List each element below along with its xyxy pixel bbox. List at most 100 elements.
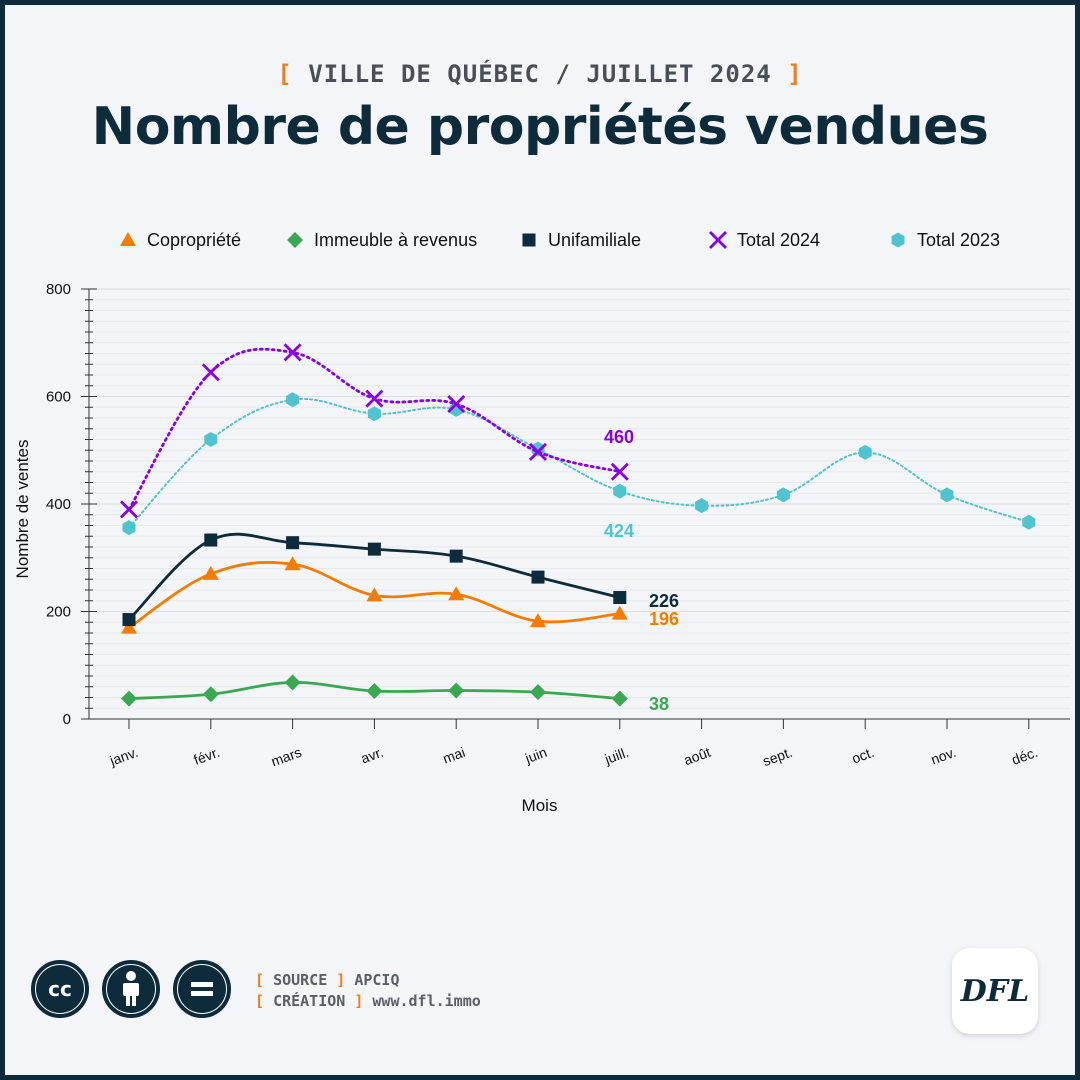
y-tick-label: 400 — [46, 496, 71, 513]
legend-item: Total 2024 — [709, 230, 820, 250]
end-data-label: 196 — [649, 609, 679, 629]
x-tick-label: oct. — [850, 744, 877, 767]
data-point — [776, 487, 790, 503]
data-point — [611, 605, 628, 620]
creation-value: www.dfl.immo — [372, 992, 481, 1010]
y-tick-label: 200 — [46, 604, 71, 621]
x-tick-label: mai — [441, 744, 468, 767]
end-data-label: 460 — [604, 427, 634, 447]
kicker: [ VILLE DE QUÉBEC / JUILLET 2024 ] — [277, 60, 803, 88]
data-point — [447, 395, 466, 414]
data-point — [284, 556, 301, 571]
data-point — [613, 591, 627, 605]
series-3 — [120, 343, 629, 519]
data-point — [286, 392, 300, 408]
legend-item: Unifamiliale — [522, 230, 641, 250]
data-point — [366, 683, 383, 700]
end-data-label: 38 — [649, 694, 669, 714]
series-0 — [121, 556, 628, 634]
x-tick-label: déc. — [1009, 744, 1039, 768]
legend-marker — [709, 231, 727, 249]
data-point — [120, 500, 138, 519]
x-axis-label: Mois — [522, 796, 558, 815]
x-tick-label: avr. — [359, 744, 386, 767]
source-line: [ SOURCE ] APCIQ — [255, 971, 400, 989]
data-point — [858, 444, 872, 460]
series-1 — [121, 674, 628, 707]
data-point — [529, 442, 547, 461]
end-data-label: 424 — [604, 521, 634, 541]
legend-label: Unifamiliale — [548, 230, 641, 250]
page-title: Nombre de propriétés vendues — [91, 97, 989, 157]
legend-item: Total 2023 — [891, 230, 1000, 250]
data-point — [201, 363, 220, 382]
data-point — [530, 684, 546, 701]
data-point — [367, 542, 381, 556]
data-point — [530, 613, 546, 628]
data-point — [202, 686, 219, 703]
y-tick-label: 600 — [46, 389, 71, 406]
line-chart: 0 200 400 600 800 janv. févr. mars avr. mai juin ju… — [13, 230, 1070, 815]
data-point — [613, 483, 627, 499]
y-axis-label: Nombre de ventes — [13, 440, 32, 579]
end-data-label: 226 — [649, 591, 679, 611]
x-tick-label: nov. — [929, 744, 958, 768]
dfl-logo: DFL — [952, 948, 1038, 1034]
x-tick-label: juin — [522, 744, 549, 767]
data-point — [940, 487, 954, 503]
attribution-icon — [102, 960, 160, 1018]
data-point — [367, 406, 381, 422]
legend-label: Copropriété — [147, 230, 241, 250]
data-point — [122, 613, 136, 627]
series-2 — [122, 532, 627, 627]
data-point — [283, 343, 302, 362]
legend-item: Copropriété — [120, 230, 241, 250]
creation-line: [ CRÉATION ] www.dfl.immo — [255, 992, 481, 1010]
data-point — [695, 498, 709, 514]
data-point — [122, 520, 136, 536]
series-group: 196 38 226 460 424 — [120, 343, 1036, 714]
legend-marker — [891, 232, 905, 248]
data-point — [449, 549, 463, 563]
x-tick-label: janv. — [107, 744, 140, 769]
x-tick-label: juill. — [602, 744, 631, 768]
legend-label: Immeuble à revenus — [314, 230, 477, 250]
creation-label: CRÉATION — [273, 992, 346, 1010]
data-point — [448, 586, 465, 601]
y-tick-label: 800 — [46, 281, 71, 298]
cc-icon: cc — [31, 960, 89, 1018]
data-point — [610, 462, 629, 481]
legend-marker — [522, 233, 536, 247]
legend-marker — [120, 232, 136, 246]
x-tick-label: mars — [269, 744, 304, 770]
source-label: SOURCE — [273, 971, 328, 989]
data-point — [202, 565, 219, 580]
series-line — [127, 347, 622, 511]
y-tick-label: 0 — [63, 711, 71, 728]
data-point — [1022, 514, 1036, 530]
kicker-text: VILLE DE QUÉBEC / JUILLET 2024 — [308, 60, 772, 88]
x-tick-label: févr. — [191, 744, 221, 768]
infographic-frame: [ VILLE DE QUÉBEC / JUILLET 2024 ] Nombr… — [5, 5, 1075, 1075]
x-tick-label: sept. — [760, 744, 794, 769]
data-point — [204, 432, 218, 447]
legend: Copropriété Immeuble à revenus Unifamilial… — [120, 230, 1000, 250]
no-derivatives-icon — [173, 960, 231, 1018]
legend-marker — [287, 232, 303, 248]
data-point — [284, 674, 301, 691]
license-icons: cc — [31, 960, 231, 1018]
legend-label: Total 2024 — [737, 230, 820, 250]
x-tick-label: août — [682, 744, 713, 768]
data-point — [204, 533, 218, 547]
data-point — [448, 682, 465, 699]
data-point — [121, 690, 137, 707]
legend-item: Immeuble à revenus — [287, 230, 477, 250]
data-point — [365, 389, 384, 408]
legend-label: Total 2023 — [917, 230, 1000, 250]
footer-credits: [ SOURCE ] APCIQ [ CRÉATION ] www.dfl.im… — [255, 970, 481, 1012]
data-point — [366, 587, 383, 602]
data-point — [611, 690, 628, 707]
source-value: APCIQ — [354, 971, 400, 989]
data-point — [286, 536, 300, 550]
data-point — [121, 619, 137, 634]
